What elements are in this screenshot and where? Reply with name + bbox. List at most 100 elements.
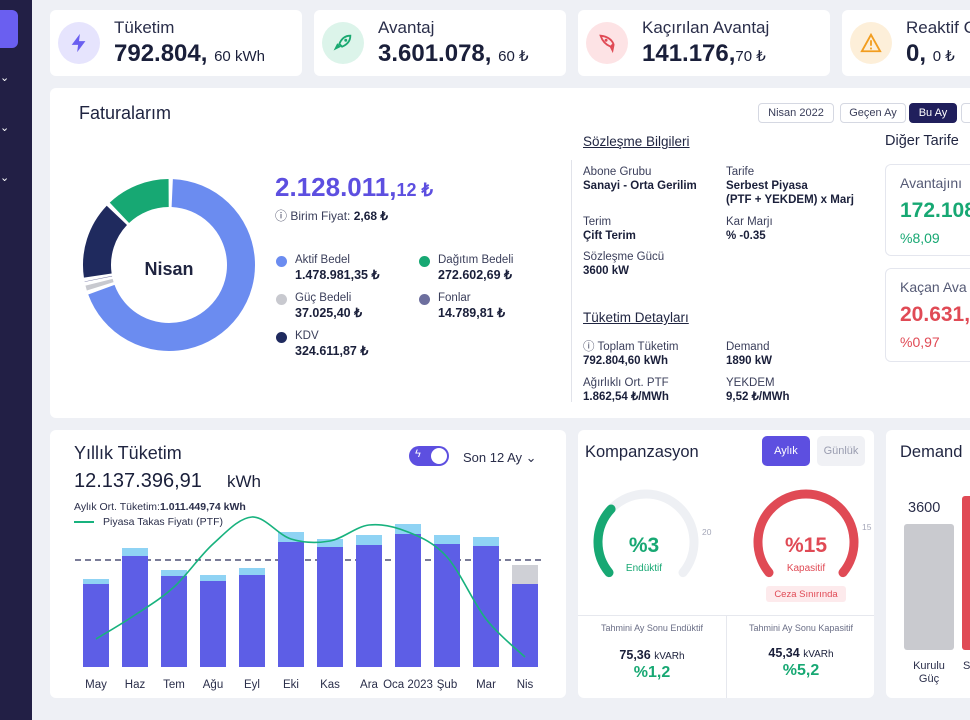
x-axis-label: Eyl <box>244 679 260 691</box>
ptf-toggle[interactable]: ϟ <box>409 446 449 466</box>
total-consumption: ⓘ Toplam Tüketim 792.804,60 kWh <box>583 341 679 367</box>
donut-segment-active <box>88 179 255 351</box>
chevron-down-icon[interactable]: ⌄ <box>0 72 10 84</box>
contract-tariff: Tarife Serbest Piyasa (PTF + YEKDEM) x Mar… <box>726 166 854 206</box>
bar-consumption[interactable] <box>200 581 226 667</box>
contract-power: Sözleşme Gücü 3600 kW <box>583 251 665 277</box>
gain-label: Avantajını <box>900 175 963 191</box>
lightning-icon: ϟ <box>415 448 421 460</box>
est-capacitive-label: Tahmini Ay Sonu Kapasitif <box>749 623 853 633</box>
ptf-line <box>95 516 526 658</box>
est-capacitive-percent: %5,2 <box>782 662 820 679</box>
warning-icon <box>850 22 892 64</box>
period-pill-this-month[interactable]: Bu Ay <box>909 103 957 123</box>
demand-title: Demand <box>900 443 963 461</box>
penalty-badge: Ceza Sınırında <box>766 586 846 602</box>
bar-overflow <box>161 570 187 576</box>
bar-overflow <box>239 568 265 575</box>
tab-daily[interactable]: Günlük <box>817 436 865 466</box>
chevron-down-icon: ⌄ <box>525 450 537 465</box>
loss-percent: %0,97 <box>900 334 940 350</box>
chevron-down-icon[interactable]: ⌄ <box>0 172 10 184</box>
invoice-total: 2.128.011,12 ₺ <box>275 172 433 202</box>
stat-value: 0, 0 ₺ <box>906 40 955 67</box>
weighted-ptf: Ağırlıklı Ort. PTF 1.862,54 ₺/MWh <box>583 377 669 403</box>
contract-info-link[interactable]: Sözleşme Bilgileri <box>583 134 690 149</box>
loss-card: Kaçan Ava 20.631, %0,97 <box>885 268 970 362</box>
info-icon: ⓘ <box>275 209 288 223</box>
period-pill-april[interactable]: Nisan 2022 <box>758 103 834 123</box>
legend-item-power: Güç Bedeli 37.025,40 ₺ <box>276 292 362 320</box>
donut-segment-distribution <box>109 179 170 224</box>
bar-consumption[interactable] <box>356 545 382 667</box>
loss-label: Kaçan Ava <box>900 279 967 295</box>
demand-value: Demand 1890 kW <box>726 341 773 367</box>
bar-consumption[interactable] <box>83 584 109 667</box>
bar-overflow <box>200 575 226 581</box>
sidebar: ⌄ ⌄ ⌄ <box>0 0 32 720</box>
ptf-legend-label: Piyasa Takas Fiyatı (PTF) <box>103 516 224 528</box>
bar-consumption[interactable] <box>512 584 538 667</box>
bar-overflow <box>473 537 499 546</box>
demand-actual-bar <box>962 496 970 650</box>
ptf-legend-line <box>74 521 94 523</box>
x-axis-label: Oca 2023 <box>383 679 433 691</box>
info-icon: ⓘ <box>583 341 595 353</box>
invoices-title: Faturalarım <box>79 103 172 123</box>
x-axis-label: Nis <box>516 679 534 691</box>
bar-consumption[interactable] <box>278 542 304 667</box>
stat-value: 3.601.078, 60 ₺ <box>378 40 529 67</box>
invoices-card <box>50 88 970 418</box>
inductive-label: Endüktif <box>625 563 663 574</box>
yearly-total: 12.137.396,91 <box>74 470 202 492</box>
capacitive-gauge <box>753 489 859 578</box>
stat-label: Tüketim <box>114 18 175 37</box>
bar-consumption[interactable] <box>434 544 460 667</box>
stat-card-missed-advantage: Kaçırılan Avantaj 141.176,70 ₺ <box>578 10 830 76</box>
contract-margin: Kar Marjı% -0.35 <box>726 216 773 242</box>
yearly-bar-chart <box>75 516 542 667</box>
bar-consumption[interactable] <box>161 576 187 667</box>
gauge-fill <box>753 489 859 578</box>
legend-dot <box>276 294 287 305</box>
bar-consumption[interactable] <box>395 534 421 667</box>
bar-consumption[interactable] <box>317 547 343 667</box>
bar-overflow <box>395 524 421 534</box>
stat-card-consumption: Tüketim 792.804, 60 kWh <box>50 10 302 76</box>
unit-price: ⓘ Birim Fiyat: 2,68 ₺ <box>275 209 389 223</box>
range-select[interactable]: Son 12 Ay ⌄ <box>463 450 537 465</box>
lightning-icon <box>58 22 100 64</box>
stat-card-advantage: Avantaj 3.601.078, 60 ₺ <box>314 10 566 76</box>
compensation-title: Kompanzasyon <box>585 443 699 461</box>
other-tariffs-title: Diğer Tarife <box>885 133 959 149</box>
period-pill-last-month[interactable]: Geçen Ay <box>840 103 906 123</box>
demand-second-label: S <box>963 660 970 672</box>
sidebar-active-item[interactable] <box>0 10 18 48</box>
x-axis-label: Eki <box>283 679 299 691</box>
contract-subscriber-group: Abone Grubu Sanayi - Orta Gerilim <box>583 166 697 192</box>
inductive-max: 20 <box>702 527 712 537</box>
tab-monthly[interactable]: Aylık <box>762 436 810 466</box>
bar-consumption[interactable] <box>239 575 265 667</box>
x-axis-label: Haz <box>124 679 146 691</box>
stat-label: Avantaj <box>378 18 435 37</box>
x-axis-label: Mar <box>476 679 496 691</box>
chevron-down-icon[interactable]: ⌄ <box>0 122 10 134</box>
divider <box>726 615 727 698</box>
bar-overflow <box>317 539 343 547</box>
contract-term: Terim Çift Terim <box>583 216 636 242</box>
bar-forecast <box>512 565 538 579</box>
bar-consumption[interactable] <box>122 556 148 667</box>
x-axis-label: Şub <box>436 679 458 691</box>
legend-item-kdv: KDV 324.611,87 ₺ <box>276 330 368 358</box>
gain-value: 172.108 <box>900 199 970 222</box>
inductive-gauge <box>593 489 699 578</box>
legend-dot <box>276 332 287 343</box>
consumption-details-link[interactable]: Tüketim Detayları <box>583 310 689 325</box>
period-pill-more[interactable] <box>961 103 970 123</box>
bar-overflow <box>278 532 304 542</box>
x-axis-label: Kas <box>320 679 340 691</box>
demand-installed-bar <box>904 524 954 650</box>
x-axis-label: Ara <box>360 679 378 691</box>
inductive-value: %3 <box>628 534 660 557</box>
